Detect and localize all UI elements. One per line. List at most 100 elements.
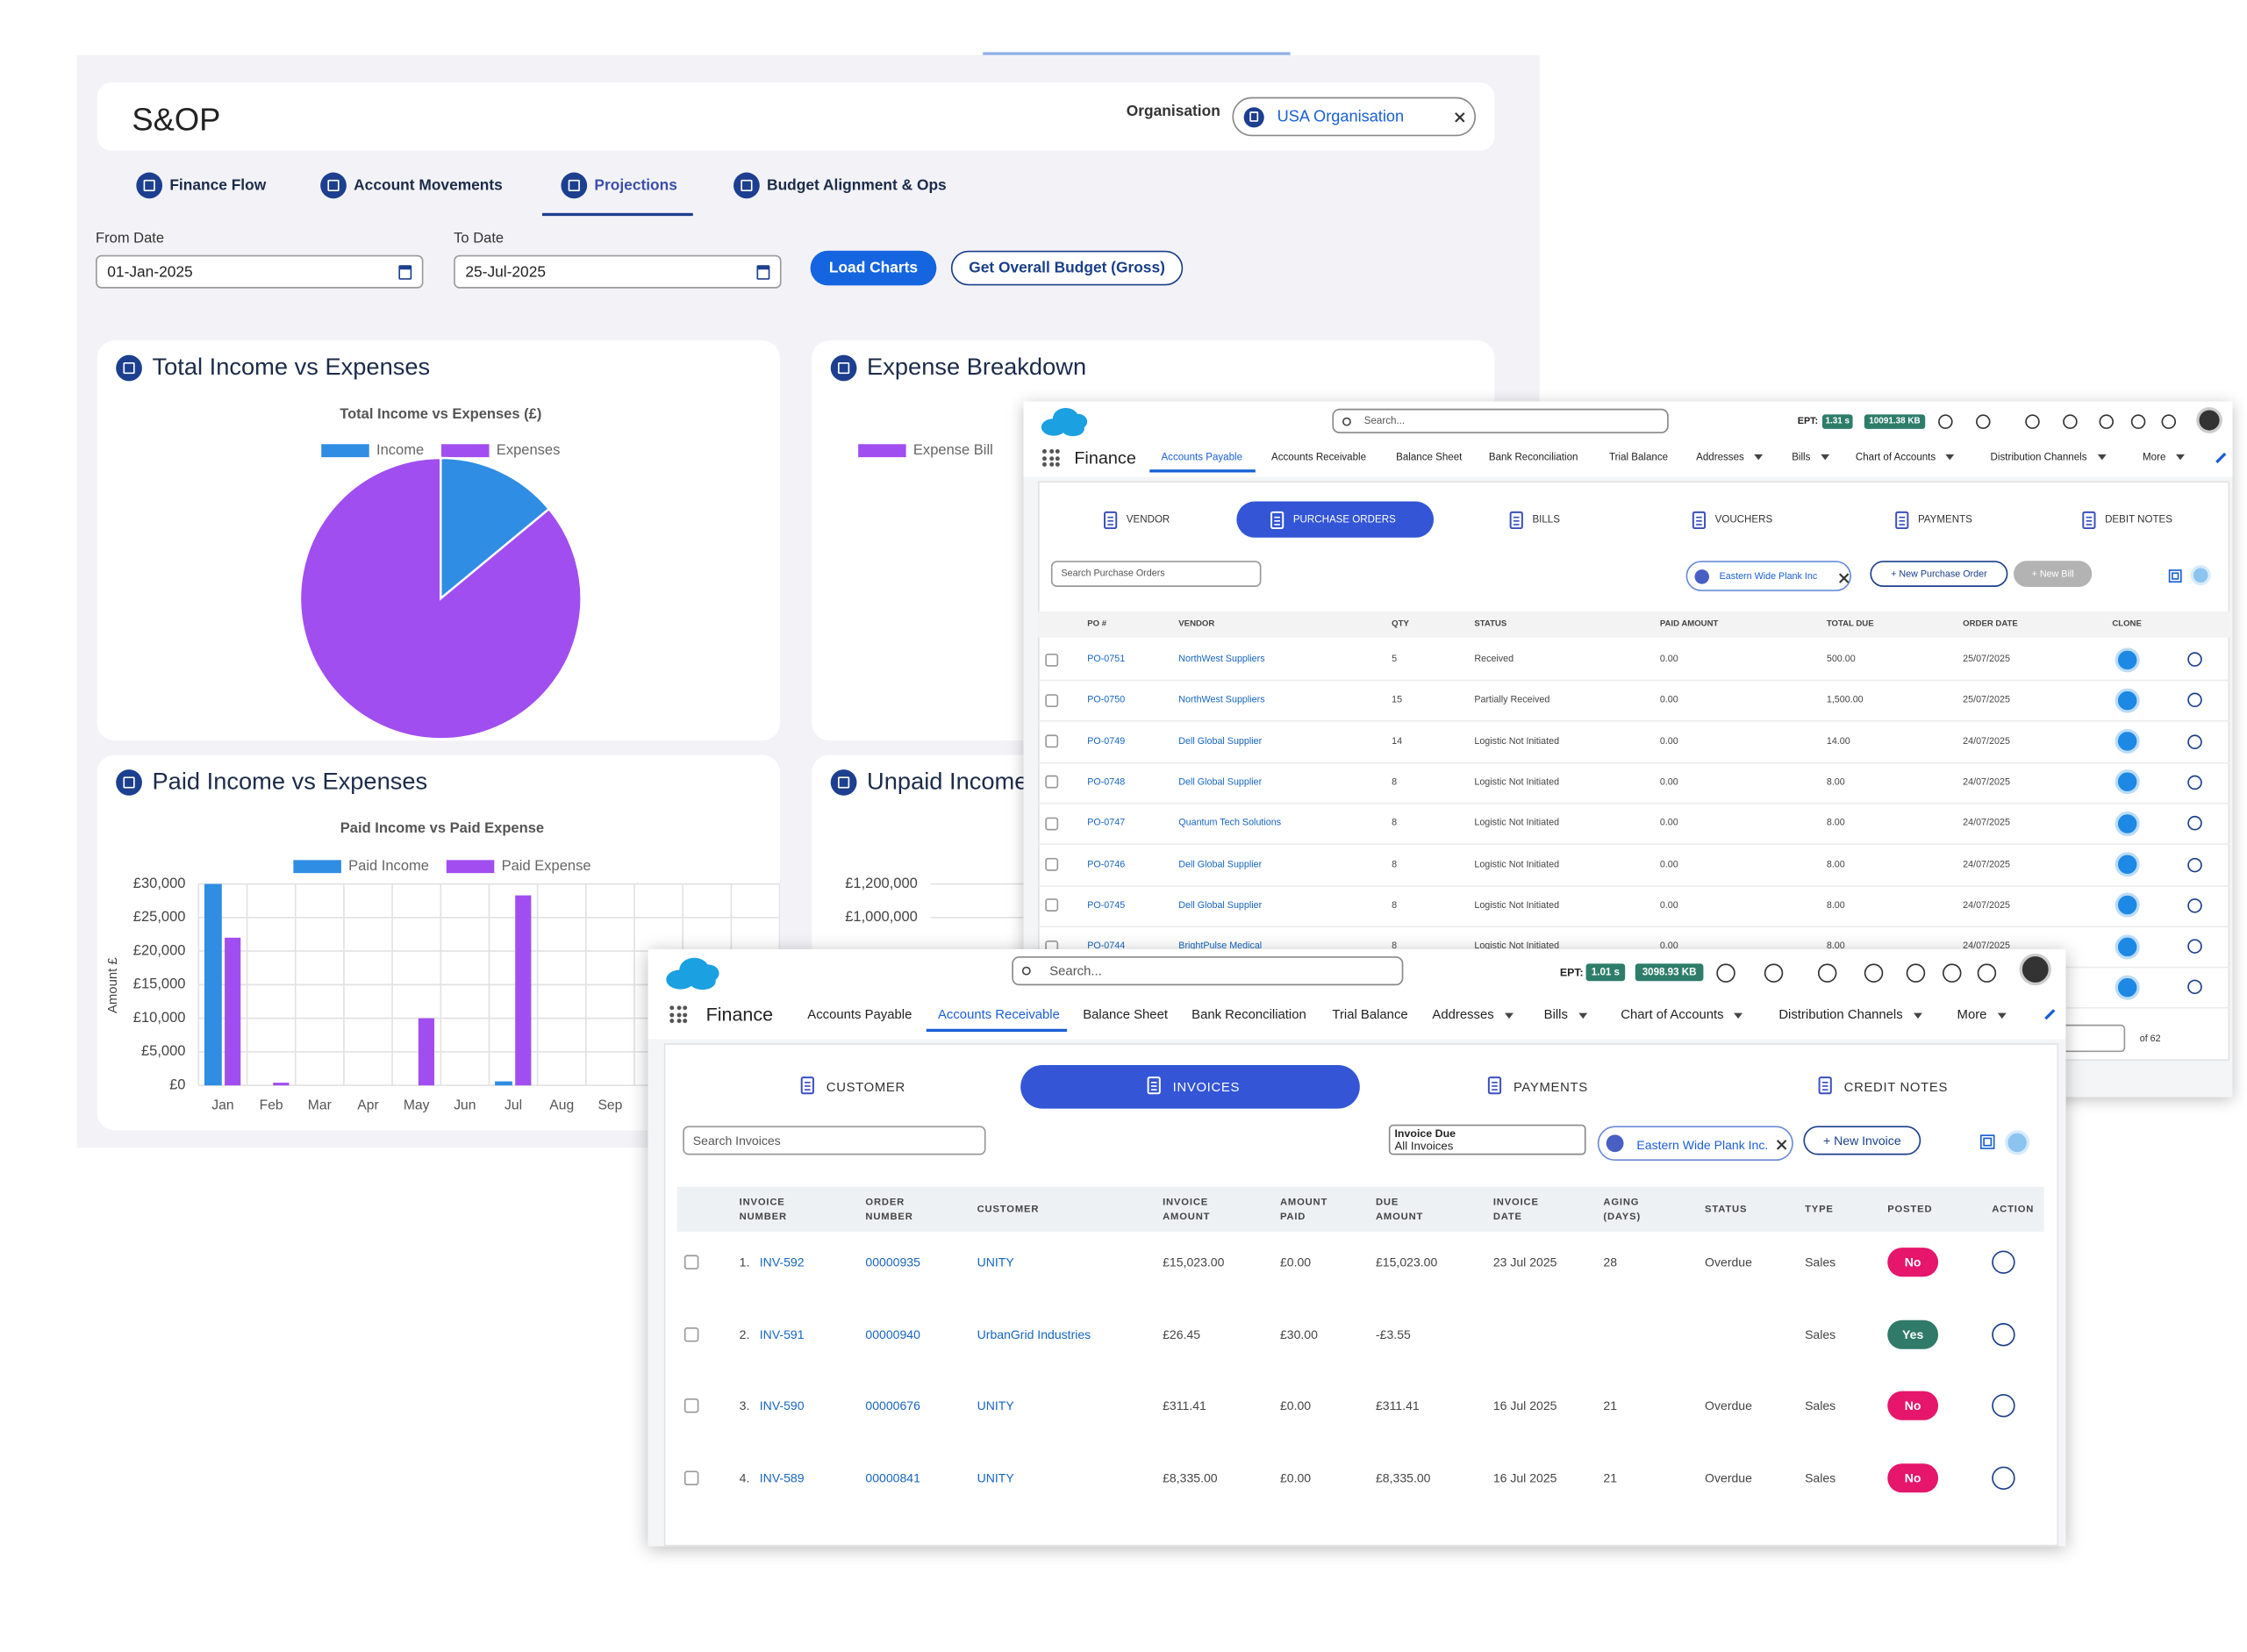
cell[interactable]: Dell Global Supplier — [1178, 900, 1263, 911]
cell[interactable]: PO-0748 — [1087, 776, 1126, 788]
cell[interactable]: 00000940 — [865, 1327, 920, 1341]
nav-tab[interactable]: Chart of Accounts — [1621, 1007, 1742, 1022]
cell[interactable]: Dell Global Supplier — [1178, 736, 1263, 747]
toolbar-icon[interactable] — [2130, 414, 2146, 429]
nav-tab[interactable]: Chart of Accounts — [1856, 453, 1955, 463]
row-menu[interactable] — [2187, 693, 2202, 708]
clone-button[interactable] — [2114, 769, 2139, 795]
grid-view[interactable] — [2168, 569, 2182, 583]
subtab[interactable]: PAYMENTS — [1917, 515, 1972, 526]
app-launcher[interactable] — [1041, 449, 1060, 467]
page-input[interactable] — [2058, 1024, 2126, 1053]
cell[interactable]: PO-0745 — [1087, 900, 1126, 911]
tab[interactable]: Budget Alignment & Ops — [767, 176, 947, 195]
row-menu[interactable] — [2187, 898, 2202, 913]
cell[interactable]: INV-590 — [759, 1398, 805, 1413]
nav-tab[interactable]: Trial Balance — [1332, 1006, 1408, 1022]
toolbar-icon[interactable] — [1763, 962, 1783, 983]
row-menu[interactable] — [2187, 857, 2202, 872]
nav-tab[interactable]: Distribution Channels — [1991, 453, 2106, 463]
cell[interactable]: UNITY — [977, 1470, 1014, 1485]
clone-button[interactable] — [2114, 892, 2139, 919]
row-menu[interactable] — [2187, 733, 2202, 749]
tab[interactable]: Finance Flow — [169, 176, 267, 195]
organisation-select[interactable]: USA Organisation — [1232, 97, 1477, 137]
cell[interactable]: 00000935 — [865, 1255, 920, 1269]
row-action[interactable] — [1992, 1250, 2015, 1274]
subtab[interactable]: DEBIT NOTES — [2105, 515, 2172, 526]
toolbar-icon[interactable] — [1715, 962, 1735, 983]
nav-tab[interactable]: More — [1957, 1007, 2006, 1022]
subtab[interactable]: PAYMENTS — [1513, 1079, 1588, 1095]
row-checkbox[interactable] — [683, 1255, 699, 1269]
load-charts-button[interactable]: Load Charts — [810, 250, 937, 286]
row-menu[interactable] — [2187, 980, 2202, 995]
nav-tab[interactable]: Accounts Receivable — [938, 1006, 1060, 1022]
toolbar-icon[interactable] — [1905, 962, 1925, 983]
subtab[interactable]: INVOICES — [1172, 1079, 1241, 1095]
cell[interactable]: Quantum Tech Solutions — [1178, 818, 1282, 829]
subtab[interactable]: BILLS — [1532, 515, 1560, 526]
clone-button[interactable] — [2114, 647, 2139, 672]
toolbar-icon[interactable] — [1942, 962, 1961, 983]
toolbar-icon[interactable] — [1938, 414, 1953, 429]
row-checkbox[interactable] — [1045, 857, 1059, 871]
overall-budget-button[interactable]: Get Overall Budget (Gross) — [950, 250, 1184, 286]
row-checkbox[interactable] — [1045, 653, 1059, 666]
tab[interactable]: Account Movements — [354, 176, 503, 195]
order-search[interactable]: Search Purchase Orders — [1050, 561, 1262, 587]
row-checkbox[interactable] — [683, 1327, 699, 1341]
nav-tab[interactable]: Accounts Payable — [1161, 453, 1243, 463]
nav-tab[interactable]: Bank Reconciliation — [1488, 453, 1578, 463]
nav-tab[interactable]: Bills — [1792, 453, 1829, 463]
subtab[interactable]: CUSTOMER — [826, 1079, 905, 1095]
filter-chip[interactable]: Eastern Wide Plank Inc — [1685, 561, 1851, 591]
row-action[interactable] — [1992, 1393, 2015, 1418]
cell[interactable]: Dell Global Supplier — [1178, 859, 1263, 870]
subtab[interactable]: PURCHASE ORDERS — [1292, 515, 1396, 526]
new-order-button[interactable]: + New Purchase Order — [1870, 561, 2008, 587]
subtab[interactable]: CREDIT NOTES — [1843, 1079, 1949, 1095]
cell[interactable]: PO-0746 — [1087, 859, 1126, 870]
filter-chip[interactable]: Eastern Wide Plank Inc. — [1597, 1126, 1793, 1162]
row-checkbox[interactable] — [683, 1398, 699, 1413]
clone-button[interactable] — [2114, 975, 2139, 1000]
row-checkbox[interactable] — [683, 1470, 699, 1485]
toolbar-icon[interactable] — [1976, 962, 1996, 983]
nav-tab[interactable]: Balance Sheet — [1396, 453, 1463, 463]
row-checkbox[interactable] — [1045, 734, 1059, 748]
cell[interactable]: UNITY — [977, 1255, 1014, 1269]
invoice-search[interactable]: Search Invoices — [683, 1126, 986, 1155]
nav-tab[interactable]: More — [2143, 453, 2185, 463]
tab[interactable]: Projections — [594, 176, 677, 195]
toolbar-icon[interactable] — [1817, 962, 1836, 983]
nav-tab[interactable]: Balance Sheet — [1083, 1006, 1168, 1022]
toolbar-icon[interactable] — [1863, 962, 1883, 983]
row-checkbox[interactable] — [1045, 898, 1059, 912]
new-invoice-button[interactable]: + New Invoice — [1803, 1126, 1921, 1155]
nav-tab[interactable]: Addresses — [1432, 1007, 1513, 1022]
subtab[interactable]: VENDOR — [1126, 515, 1170, 526]
active-subtab[interactable] — [1236, 501, 1435, 538]
list-view[interactable] — [2190, 565, 2211, 586]
nav-tab[interactable]: Bank Reconciliation — [1191, 1006, 1306, 1022]
clone-button[interactable] — [2114, 852, 2139, 877]
cell[interactable]: 00000676 — [865, 1398, 920, 1413]
row-menu[interactable] — [2187, 652, 2202, 667]
active-subtab[interactable] — [1020, 1065, 1360, 1109]
edit-icon[interactable] — [2044, 1009, 2056, 1020]
grid-view[interactable] — [1979, 1134, 1995, 1149]
nav-tab[interactable]: Trial Balance — [1609, 453, 1669, 463]
clone-button[interactable] — [2114, 688, 2139, 713]
clone-button[interactable] — [2114, 728, 2139, 754]
cell[interactable]: UrbanGrid Industries — [977, 1327, 1091, 1341]
global-search[interactable]: Search... — [1012, 956, 1404, 986]
date-input[interactable]: 01-Jan-2025 — [96, 254, 424, 289]
toolbar-icon[interactable] — [2099, 414, 2114, 429]
cell[interactable]: INV-591 — [759, 1327, 805, 1341]
nav-tab[interactable]: Addresses — [1696, 453, 1763, 463]
cell[interactable]: NorthWest Suppliers — [1178, 695, 1265, 706]
toolbar-icon[interactable] — [2025, 414, 2040, 429]
row-action[interactable] — [1992, 1322, 2015, 1346]
clear-icon[interactable] — [1454, 111, 1465, 123]
